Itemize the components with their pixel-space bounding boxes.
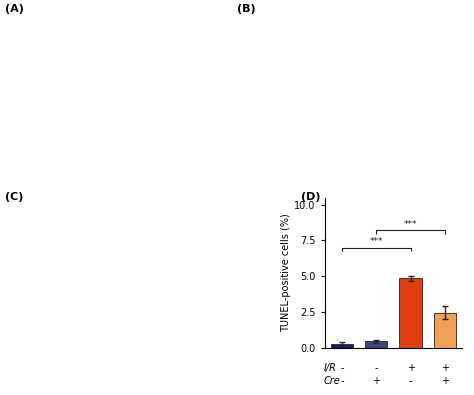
Text: +: + [372,376,380,386]
Text: Cre: Cre [324,376,341,386]
Text: -: - [409,376,412,386]
Text: (B): (B) [237,4,255,14]
Text: ***: *** [370,237,383,246]
Text: (A): (A) [5,4,24,14]
Text: +: + [441,363,449,372]
Text: +: + [407,363,415,372]
Y-axis label: TUNEL-positive cells (%): TUNEL-positive cells (%) [282,213,292,332]
Bar [331,344,353,348]
Text: -: - [374,363,378,372]
Bar [365,341,387,348]
Bar [400,278,422,348]
Text: -: - [340,363,344,372]
Text: -: - [340,376,344,386]
Text: (D): (D) [301,192,321,201]
Bar [434,312,456,348]
Text: +: + [441,376,449,386]
Text: (C): (C) [5,192,23,201]
Text: I/R: I/R [324,363,337,372]
Text: ***: *** [404,220,417,229]
